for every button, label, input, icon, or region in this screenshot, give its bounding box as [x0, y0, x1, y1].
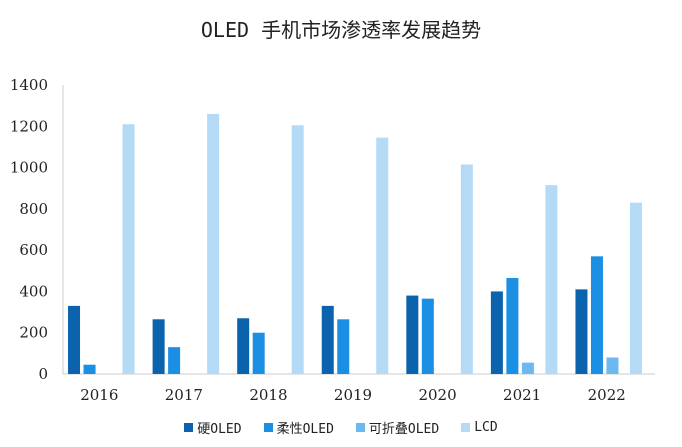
y-tick-label: 1000	[10, 159, 48, 177]
bar-1-2022	[590, 256, 603, 374]
bar-3-2018	[291, 125, 304, 374]
x-tick-label: 2017	[165, 386, 203, 404]
bar-1-2020	[421, 298, 434, 374]
bar-3-2019	[376, 137, 389, 374]
legend-item: LCD	[461, 418, 498, 437]
legend-label: 柔性OLED	[276, 422, 334, 437]
legend-label: 可折叠OLED	[368, 422, 440, 437]
bar-2-2022	[606, 357, 619, 374]
legend-label: LCD	[474, 420, 498, 435]
bar-3-2022	[629, 202, 642, 374]
y-tick-label: 600	[19, 241, 48, 259]
x-tick-label: 2020	[418, 386, 456, 404]
legend-swatch	[461, 423, 471, 432]
bar-3-2021	[545, 185, 558, 374]
bar-0-2019	[321, 305, 334, 374]
bar-1-2017	[168, 347, 181, 374]
chart-title: OLED 手机市场渗透率发展趋势	[200, 18, 482, 42]
y-tick-label: 0	[38, 365, 48, 383]
bar-2-2021	[521, 362, 534, 374]
bar-3-2020	[460, 164, 473, 374]
x-tick-label: 2021	[503, 386, 541, 404]
x-tick-label: 2019	[334, 386, 372, 404]
y-tick-label: 1200	[10, 117, 48, 135]
bar-3-2016	[122, 124, 135, 374]
bar-0-2017	[152, 319, 165, 374]
legend-swatch	[184, 423, 194, 432]
bar-1-2016	[83, 364, 96, 374]
bar-0-2022	[575, 289, 588, 374]
x-tick-label: 2018	[249, 386, 287, 404]
y-tick-label: 800	[19, 200, 48, 218]
bar-3-2017	[207, 113, 220, 375]
legend-item: 柔性OLED	[263, 418, 334, 437]
legend-label: 硬OLED	[197, 422, 242, 437]
bar-0-2018	[237, 318, 250, 374]
y-tick-label: 1400	[10, 76, 48, 94]
legend-item: 可折叠OLED	[355, 418, 440, 437]
y-tick-label: 400	[19, 282, 48, 300]
legend: 硬OLED 柔性OLED 可折叠OLED LCD	[0, 418, 682, 437]
legend-swatch	[263, 423, 273, 432]
legend-item: 硬OLED	[184, 418, 242, 437]
bar-0-2021	[490, 291, 503, 374]
bar-1-2021	[506, 278, 519, 374]
bar-0-2020	[406, 295, 419, 374]
legend-swatch	[355, 423, 365, 432]
bar-1-2019	[337, 319, 350, 374]
x-tick-label: 2022	[588, 386, 626, 404]
bar-1-2018	[252, 332, 265, 374]
y-tick-label: 200	[19, 324, 48, 342]
x-tick-label: 2016	[80, 386, 118, 404]
bar-0-2016	[68, 305, 81, 374]
